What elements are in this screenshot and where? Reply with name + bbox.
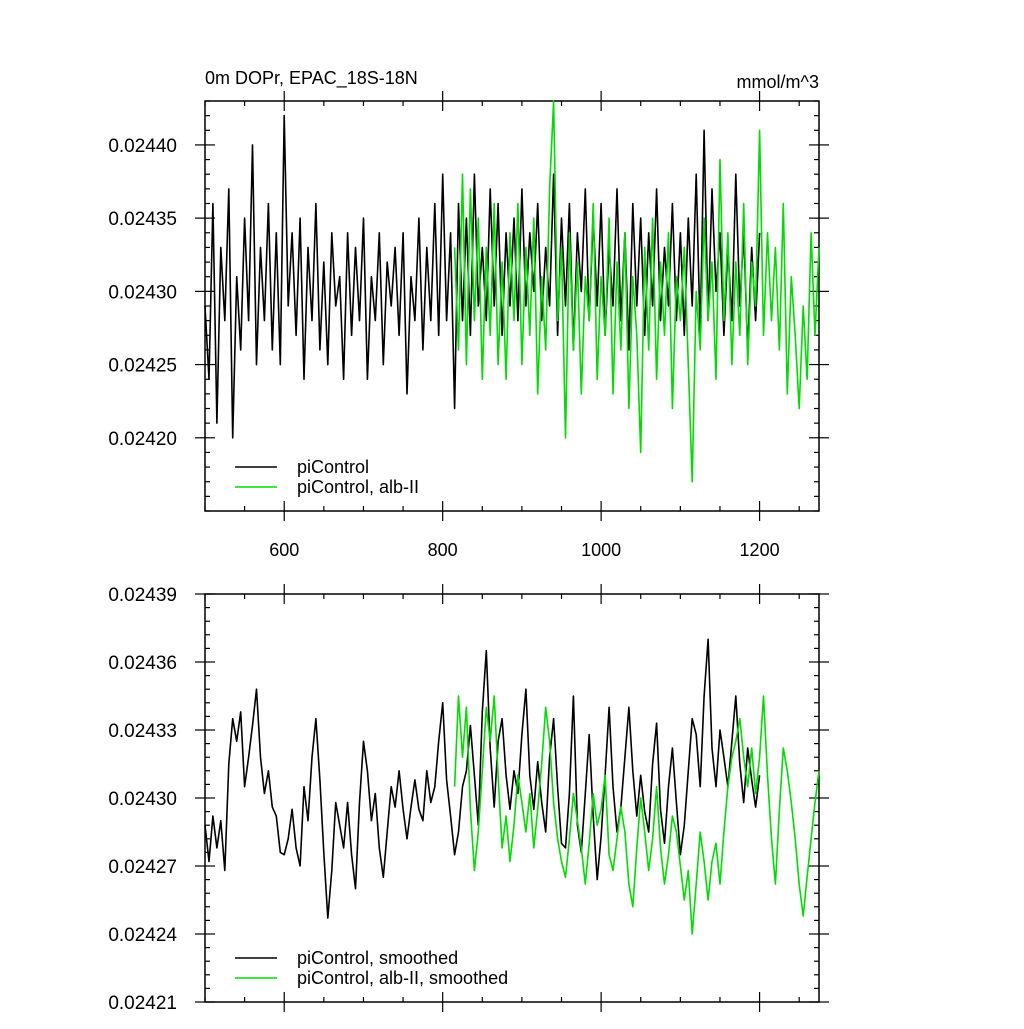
top-ytick-label: 0.02420	[108, 429, 177, 450]
top-xtick-label: 1200	[740, 540, 780, 560]
top-title: 0m DOPr, EPAC_18S-18N	[205, 68, 418, 89]
bottom-series-line-0	[204, 638, 761, 919]
top-xtick-label: 800	[428, 540, 458, 560]
bottom-ytick-label: 0.02424	[108, 925, 177, 946]
bottom-series-line-1	[453, 695, 820, 935]
bottom-ytick-label: 0.02421	[108, 993, 177, 1014]
bottom-legend-label-0: piControl, smoothed	[297, 948, 458, 968]
bottom-panel: 0.02421 0.02424 0.02427 0.02430 0.02433 0.024…	[108, 584, 829, 1014]
top-ticks: 600 800 1000 1200 0.02420 0.02425 0.02430 0.024…	[108, 91, 829, 560]
top-panel: 0m DOPr, EPAC_18S-18N mmol/m^3 600 800 100…	[108, 68, 829, 560]
top-series	[204, 100, 820, 483]
top-ytick-label: 0.02430	[108, 282, 177, 303]
top-ytick-label: 0.02435	[108, 209, 177, 230]
bottom-ytick-label: 0.02430	[108, 789, 177, 810]
bottom-ytick-label: 0.02433	[108, 721, 177, 742]
bottom-ytick-label: 0.02439	[108, 585, 177, 606]
top-ytick-label: 0.02425	[108, 356, 177, 377]
top-ytick-label: 0.02440	[108, 136, 177, 157]
bottom-series	[204, 638, 820, 935]
top-series-line-1	[453, 100, 820, 483]
bottom-legend-label-1: piControl, alb-II, smoothed	[297, 968, 508, 988]
top-legend-label-1: piControl, alb-II	[297, 477, 419, 497]
top-legend-label-0: piControl	[297, 457, 369, 477]
bottom-ytick-label: 0.02436	[108, 653, 177, 674]
top-xtick-label: 600	[269, 540, 299, 560]
bottom-ytick-label: 0.02427	[108, 857, 177, 878]
top-units: mmol/m^3	[737, 72, 819, 92]
bottom-ticks: 0.02421 0.02424 0.02427 0.02430 0.02433 0.024…	[108, 584, 829, 1014]
top-xtick-label: 1000	[581, 540, 621, 560]
